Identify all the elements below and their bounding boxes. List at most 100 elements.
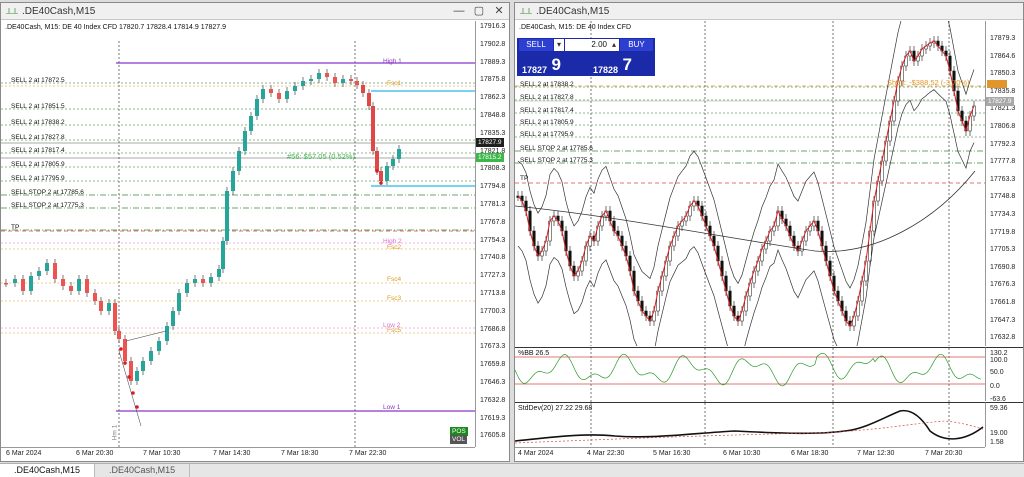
bb-tick: 50.0 (990, 369, 1004, 376)
qty-down-button[interactable]: ▾ (554, 39, 564, 51)
order-label[interactable]: SELL 2 at 17827.8 (11, 134, 65, 141)
chart-window-icon: ⟂⟂ (519, 6, 532, 16)
order-label[interactable]: SELL 2 at 17805.9 (11, 161, 65, 168)
price-tick: 17676.3 (990, 281, 1016, 289)
candle-body (129, 361, 133, 381)
chart-window-left[interactable]: ⟂⟂ .DE40Cash,M15 — ▢ ✕ .DE40Cash, M15: D… (0, 2, 510, 462)
candle-body (99, 301, 103, 311)
price-tick: 17632.8 (480, 396, 506, 404)
price-scale-right[interactable]: 17879.3 17864.6 17850.3 17835.8 17821.3 17806… (985, 21, 1023, 346)
price-tick: 17806.8 (990, 123, 1016, 130)
candle-body (243, 131, 247, 151)
order-label[interactable]: SELL STOP 2 at 17785.6 (520, 145, 593, 152)
price-tick: 17605.8 (480, 432, 506, 440)
minimize-icon[interactable]: — (453, 5, 465, 17)
stddev-line (515, 409, 984, 442)
price-tick: 17862.3 (480, 94, 506, 102)
tp-label[interactable]: TP (520, 175, 529, 182)
candle-body (123, 339, 127, 361)
price-tick: 17661.8 (990, 299, 1016, 306)
candle-body (261, 89, 265, 99)
window-title: .DE40Cash,M15 (22, 5, 96, 17)
order-label[interactable]: SELL STOP 2 at 17775.3 (520, 157, 593, 164)
candle-body (341, 79, 345, 83)
order-label[interactable]: SELL 2 at 17805.9 (520, 119, 574, 126)
tab-chart-1[interactable]: .DE40Cash,M15 (0, 464, 96, 477)
price-tick: 17916.3 (480, 23, 506, 30)
price-tick: 17850.3 (990, 70, 1016, 78)
buy-price[interactable]: 17828 7 (593, 54, 653, 75)
one-click-trading-panel[interactable]: SELL ▾ 2.00 ▴ BUY 17827 9 17828 7 (517, 38, 655, 76)
long-moving-average (515, 170, 976, 252)
price-tick: 17902.8 (480, 40, 506, 48)
order-label[interactable]: SELL 2 at 17838.2 (11, 119, 65, 126)
stddev-tick: 1.58 (990, 439, 1004, 446)
price-tick: 17647.3 (990, 316, 1016, 324)
candle-body (309, 79, 313, 81)
candle-body (93, 293, 97, 301)
order-label[interactable]: SELL 2 at 17795.9 (11, 175, 65, 182)
price-chart-canvas[interactable] (515, 3, 985, 371)
order-label[interactable]: SELL STOP 2 at 17775.3 (11, 202, 84, 209)
close-icon[interactable]: ✕ (494, 5, 504, 17)
order-label[interactable]: SELL 2 at 17817.4 (520, 107, 574, 114)
order-label[interactable]: SELL 2 at 17795.9 (520, 131, 574, 138)
short-label: Short: -$388.52 (-3.70%) (887, 78, 970, 87)
order-label[interactable]: SELL STOP 2 at 17785.6 (11, 189, 84, 196)
time-axis-right[interactable]: 4 Mar 2024 4 Mar 22:30 5 Mar 16:30 6 Mar 10… (515, 447, 985, 461)
price-tick: 17632.8 (990, 334, 1016, 342)
order-label[interactable]: SELL 2 at 17872.5 (11, 77, 65, 84)
price-tick: 17740.8 (480, 254, 506, 262)
price-tick: 17835.3 (480, 129, 506, 137)
window-titlebar-left[interactable]: ⟂⟂ .DE40Cash,M15 — ▢ ✕ (1, 3, 509, 20)
tp-label[interactable]: TP (11, 224, 20, 231)
candle-body (317, 73, 321, 79)
sell-button[interactable]: SELL (519, 39, 553, 51)
price-tick: 17754.3 (480, 236, 506, 244)
time-tick: 6 Mar 20:30 (76, 450, 114, 457)
bb-scale[interactable]: 130.2 100.0 50.0 0.0 -63.6 (985, 347, 1023, 403)
trade-marker (379, 181, 383, 185)
level-fsc3: Fsc3 (387, 295, 402, 302)
window-titlebar-right[interactable]: ⟂⟂ .DE40Cash,M15 (515, 3, 1023, 20)
bb-indicator-pane[interactable]: %BB 26.5 (515, 347, 985, 402)
tab-chart-2[interactable]: .DE40Cash,M15 (95, 464, 191, 477)
volume-input[interactable]: 2.00 (565, 39, 619, 51)
qty-up-button[interactable]: ▴ (609, 39, 619, 51)
maximize-icon[interactable]: ▢ (473, 5, 485, 17)
price-tick: 17821.8 (480, 147, 506, 155)
candle-body (171, 311, 175, 326)
candle-body (391, 159, 395, 166)
order-label[interactable]: SELL 2 at 17851.5 (11, 103, 65, 110)
time-tick: 6 Mar 10:30 (723, 450, 761, 457)
sell-price[interactable]: 17827 9 (522, 54, 586, 75)
candle-body (37, 271, 41, 276)
price-tick: 17686.8 (480, 325, 506, 333)
candle-body (185, 283, 189, 293)
price-tick: 17864.6 (990, 52, 1016, 60)
candle-body (249, 116, 253, 131)
price-chart-canvas[interactable] (1, 21, 475, 447)
candle-body (255, 99, 259, 116)
chart-tabs: .DE40Cash,M15 .DE40Cash,M15 (0, 463, 1024, 477)
vol-badge[interactable]: VOL (450, 435, 468, 444)
candle-body (117, 331, 121, 339)
stddev-indicator-pane[interactable]: StdDev(20) 27.22 29.68 (515, 402, 985, 448)
pos-badge[interactable]: POS (450, 427, 468, 436)
price-chart-left[interactable]: .DE40Cash, M15: DE 40 Index CFD 17820.7 … (1, 21, 475, 447)
stddev-tick: 59.36 (990, 405, 1008, 412)
order-label[interactable]: SELL 2 at 17817.4 (11, 147, 65, 154)
candle-body (349, 79, 353, 81)
price-scale-left[interactable]: 17916.3 17902.8 17889.3 17875.8 17862.3 17848… (475, 21, 509, 447)
trade-marker (127, 375, 131, 379)
chart-window-right[interactable]: ⟂⟂ .DE40Cash,M15 .DE40Cash, M15: DE 40 I… (514, 2, 1024, 462)
buy-button[interactable]: BUY (620, 39, 653, 51)
order-label[interactable]: SELL 2 at 17838.2 (520, 81, 574, 88)
stddev-scale[interactable]: 59.36 19.00 1.58 (985, 402, 1023, 447)
order-label[interactable]: SELL 2 at 17827.8 (520, 94, 574, 101)
candle-body (379, 171, 383, 181)
annotation-line (125, 330, 167, 342)
time-axis-left[interactable]: 6 Mar 2024 6 Mar 20:30 7 Mar 10:30 7 Mar 14… (1, 447, 475, 461)
time-tick: 5 Mar 16:30 (653, 450, 691, 457)
bollinger-upper (517, 3, 975, 289)
